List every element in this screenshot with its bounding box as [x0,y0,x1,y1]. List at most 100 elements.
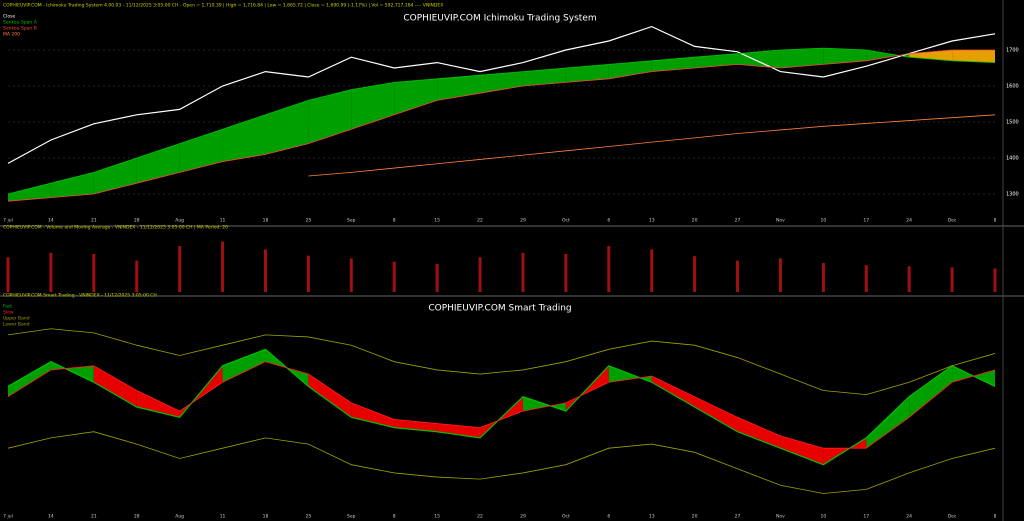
series-line [308,114,996,177]
x-tick-label: 15 [434,514,440,520]
x-tick-label: 27 [735,218,741,224]
series-line [7,431,996,494]
bar [392,261,396,292]
cloud-segment [651,57,695,72]
x-tick-label: 24 [906,218,912,224]
cloud-segment [136,390,180,418]
y-tick-label: 1500 [1006,120,1019,126]
cloud-segment [565,64,609,83]
x-tick-label: Oct [562,514,570,520]
x-tick-label: 11 [220,514,226,520]
x-tick-label: 24 [906,514,912,520]
legend-entry: Lower Band [3,322,30,328]
x-tick-label: 13 [649,514,655,520]
x-tick-label: Dec [948,514,957,520]
x-tick-label: 10 [820,218,826,224]
bar [6,257,10,292]
cloud-segment [737,50,781,68]
pane-title: COPHIEUVIP.COM Smart Trading [428,304,571,314]
series-line [7,361,996,449]
y-tick-label: 1400 [1006,156,1019,162]
cloud-segment [780,48,824,68]
cloud-segment [909,365,953,418]
x-tick-label: 7 jul [3,514,13,520]
bar [349,258,353,292]
cloud-segment [952,50,995,63]
cloud-segment [136,143,180,184]
cloud-segment [93,158,137,194]
cloud-segment [222,349,266,383]
bar [907,266,911,292]
cloud-segment [179,129,223,173]
cloud-segment [50,172,94,198]
cloud-segment [694,53,738,68]
cloud-segment [265,100,309,155]
x-tick-label: Nov [776,218,785,224]
x-tick-label: 10 [820,514,826,520]
x-tick-label: Dec [948,218,957,224]
cloud-segment [866,396,910,449]
cloud-segment [351,402,395,428]
x-tick-label: 28 [134,514,140,520]
x-tick-label: 20 [692,218,698,224]
x-tick-label: Sep [347,514,356,520]
x-tick-label: 8 [994,218,997,224]
bar [564,253,568,292]
x-tick-label: 29 [520,218,526,224]
cloud-segment [437,75,481,101]
bar [92,253,96,292]
legend-entry: Slow [3,310,14,316]
cloud-segment [351,82,395,130]
x-tick-label: 18 [263,514,269,520]
cloud-segment [694,396,738,432]
cloud-segment [866,50,910,61]
x-tick-label: Oct [562,218,570,224]
cloud-segment [8,361,51,397]
bar [478,257,482,292]
x-tick-label: 28 [134,218,140,224]
x-tick-label: Sep [347,218,356,224]
pane-header: COPHIEUVIP.COM - Volume and Moving Avera… [3,225,228,231]
pane-header: COPHIEUVIP.COM - Ichimoku Trading System… [3,3,443,9]
cloud-segment [608,365,652,383]
legend-entry: Fast [3,304,12,310]
x-tick-label: 8 [393,218,396,224]
cloud-segment [952,365,995,387]
series-line [7,328,996,396]
bar [263,249,267,292]
y-tick-label: 1600 [1006,84,1019,90]
cloud-segment [93,365,137,407]
cloud-segment [737,417,781,449]
cloud-segment [8,183,51,202]
bar [221,241,225,292]
legend-entry: MA 200 [3,32,20,38]
legend-entry: Senkou Span B [3,26,37,32]
bar [778,258,782,292]
y-tick-label: 1300 [1006,192,1019,198]
bar [306,255,310,292]
x-tick-label: Nov [776,514,785,520]
x-tick-label: 25 [306,514,312,520]
x-tick-label: 13 [649,218,655,224]
x-tick-label: 6 [607,514,610,520]
pane-title: COPHIEUVIP.COM Ichimoku Trading System [403,14,596,24]
cloud-segment [608,60,652,79]
legend-entry: Senkou Span A [3,20,38,26]
x-tick-label: 20 [692,514,698,520]
legend-entry: Close [3,14,15,20]
bar [435,264,439,292]
x-tick-label: 25 [306,218,312,224]
series-line [7,25,996,164]
x-tick-label: Aug [175,218,184,224]
x-tick-label: 15 [434,218,440,224]
x-tick-label: 29 [520,514,526,520]
bar [993,268,997,292]
cloud-segment [780,435,824,465]
legend-entry: Upper Band [3,316,30,322]
x-tick-label: 8 [994,514,997,520]
bar [178,246,182,292]
x-tick-label: 14 [48,514,54,520]
cloud-segment [823,48,867,65]
series-line [7,49,995,202]
y-tick-label: 1700 [1006,48,1019,54]
